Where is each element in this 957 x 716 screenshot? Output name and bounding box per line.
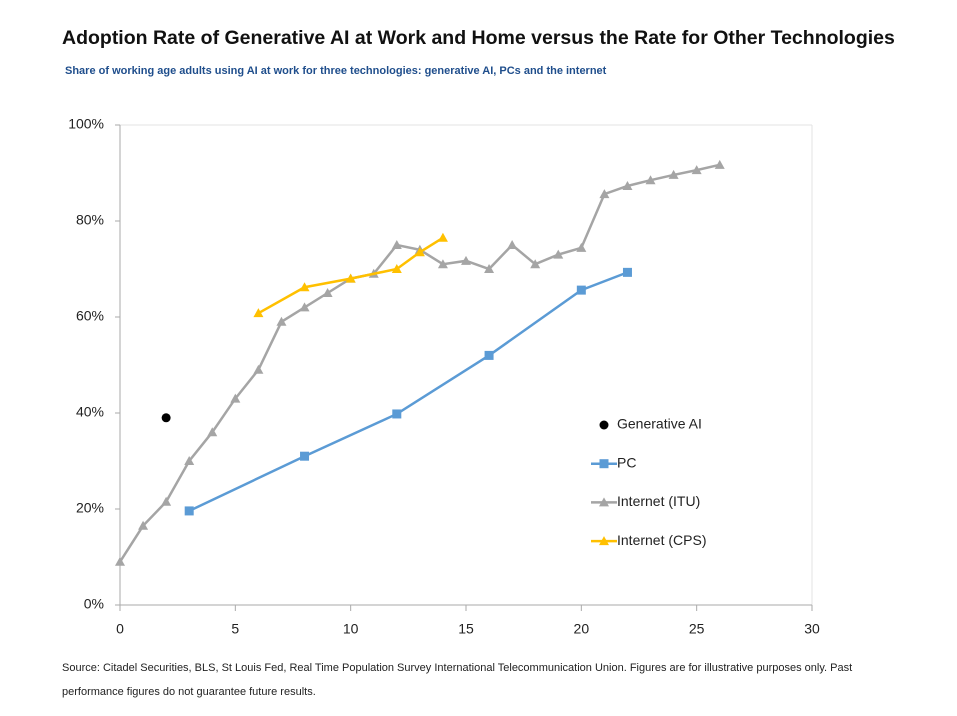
y-tick-label: 40%	[76, 404, 104, 420]
legend-marker	[599, 459, 609, 469]
y-tick-label: 80%	[76, 212, 104, 228]
data-point	[392, 409, 402, 419]
data-point	[207, 427, 218, 437]
chart-subtitle: Share of working age adults using AI at …	[65, 65, 607, 77]
data-point	[138, 520, 149, 530]
source-note: Source: Citadel Securities, BLS, St Loui…	[62, 662, 853, 698]
legend-label: PC	[617, 454, 636, 470]
y-tick-label: 100%	[68, 116, 104, 132]
x-tick-label: 15	[458, 621, 474, 637]
data-point	[184, 506, 194, 516]
data-point	[161, 496, 172, 506]
legend-marker	[599, 497, 609, 507]
legend-label: Internet (ITU)	[617, 493, 700, 509]
data-point	[437, 259, 448, 269]
data-point	[668, 169, 679, 179]
series-line	[188, 271, 628, 513]
data-point	[276, 316, 287, 326]
x-tick-label: 25	[689, 621, 705, 637]
x-tick-label: 5	[231, 621, 239, 637]
data-point	[622, 180, 633, 190]
series-line	[257, 236, 444, 315]
x-tick-label: 10	[343, 621, 359, 637]
legend-marker	[599, 420, 609, 430]
data-point	[484, 350, 494, 360]
data-point	[414, 247, 425, 257]
data-point	[230, 393, 241, 403]
data-point	[300, 451, 310, 461]
legend-marker	[599, 536, 609, 546]
data-point	[184, 456, 195, 465]
data-point	[161, 413, 171, 423]
chart: 0% 20% 40% 60% 80% 100% 0 5 10 15 20 25 30 Generative…	[68, 116, 820, 637]
data-point	[507, 240, 518, 249]
data-point	[576, 285, 586, 295]
data-point	[530, 259, 541, 269]
data-point	[391, 264, 402, 273]
data-point	[437, 232, 448, 242]
data-point	[484, 264, 495, 273]
data-point	[253, 364, 264, 374]
data-point	[553, 249, 564, 259]
data-point	[714, 159, 725, 169]
data-point	[622, 267, 632, 277]
data-point	[461, 255, 471, 265]
data-point	[391, 240, 402, 249]
legend-label: Internet (CPS)	[617, 532, 706, 548]
y-tick-label: 20%	[76, 500, 104, 516]
data-point	[691, 165, 702, 175]
data-point	[576, 242, 587, 252]
data-point	[322, 288, 333, 297]
data-point	[253, 308, 264, 318]
y-tick-label: 60%	[76, 308, 104, 324]
data-point	[345, 273, 356, 283]
data-point	[299, 282, 310, 292]
legend-label: Generative AI	[617, 416, 702, 432]
data-point	[645, 175, 656, 185]
chart-title: Adoption Rate of Generative AI at Work a…	[62, 27, 895, 49]
data-point	[599, 189, 610, 199]
data-point	[115, 556, 125, 566]
y-tick-label: 0%	[84, 596, 104, 612]
data-point	[299, 302, 310, 312]
x-tick-label: 0	[116, 621, 124, 637]
x-tick-label: 30	[804, 621, 820, 637]
x-tick-label: 20	[574, 621, 590, 637]
